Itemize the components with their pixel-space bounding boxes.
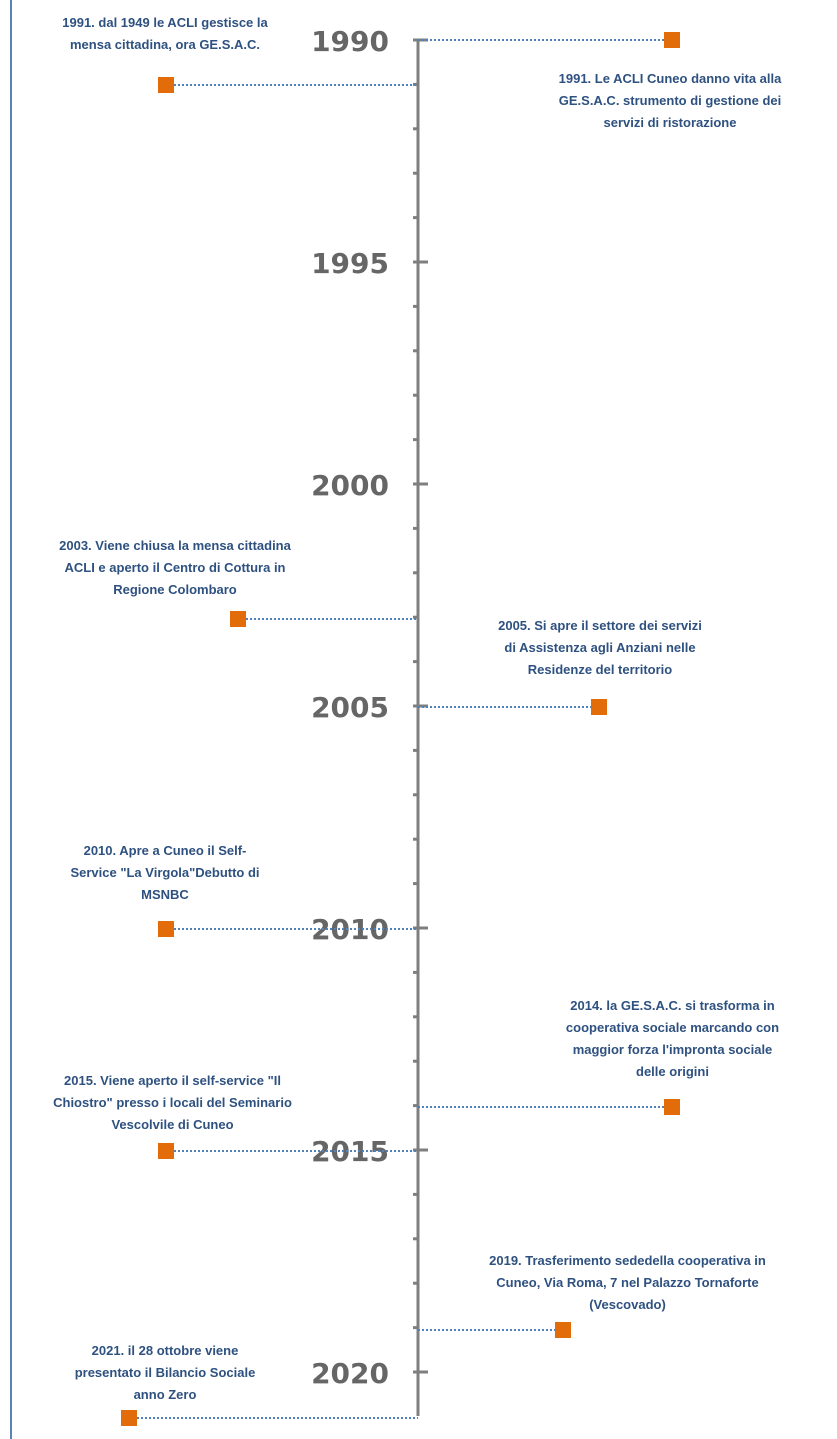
event-annotation: 2021. il 28 ottobre viene presentato il … bbox=[74, 1343, 256, 1402]
event-marker bbox=[158, 77, 174, 93]
year-label: 2000 bbox=[311, 469, 389, 502]
event-annotation: 2005. Si apre il settore dei servizi di … bbox=[498, 618, 702, 677]
event-connectors bbox=[137, 39, 664, 1419]
event-annotation: 2010. Apre a Cuneo il Self- Service "La … bbox=[70, 843, 260, 902]
year-label: 1990 bbox=[311, 25, 389, 58]
event-annotation: 2015. Viene aperto il self-service "Il C… bbox=[53, 1073, 292, 1132]
event-marker bbox=[158, 921, 174, 937]
event-marker bbox=[591, 699, 607, 715]
event-annotation: 2014. la GE.S.A.C. si trasforma in coope… bbox=[565, 998, 780, 1079]
event-marker bbox=[664, 32, 680, 48]
event-annotation: 1991. dal 1949 le ACLI gestisce la mensa… bbox=[62, 15, 268, 52]
year-label: 1995 bbox=[311, 247, 389, 280]
page-left-border bbox=[10, 0, 12, 1439]
event-markers bbox=[121, 32, 680, 1426]
event-marker bbox=[664, 1099, 680, 1115]
year-label: 2020 bbox=[311, 1357, 389, 1390]
event-marker bbox=[555, 1322, 571, 1338]
event-marker bbox=[121, 1410, 137, 1426]
event-annotation: 1991. Le ACLI Cuneo danno vita alla GE.S… bbox=[558, 71, 782, 130]
event-annotation: 2019. Trasferimento sededella cooperativ… bbox=[489, 1253, 766, 1312]
event-marker bbox=[230, 611, 246, 627]
event-annotation: 2003. Viene chiusa la mensa cittadina AC… bbox=[59, 538, 291, 597]
timeline-axis bbox=[413, 38, 428, 1416]
event-marker bbox=[158, 1143, 174, 1159]
year-label: 2005 bbox=[311, 691, 389, 724]
